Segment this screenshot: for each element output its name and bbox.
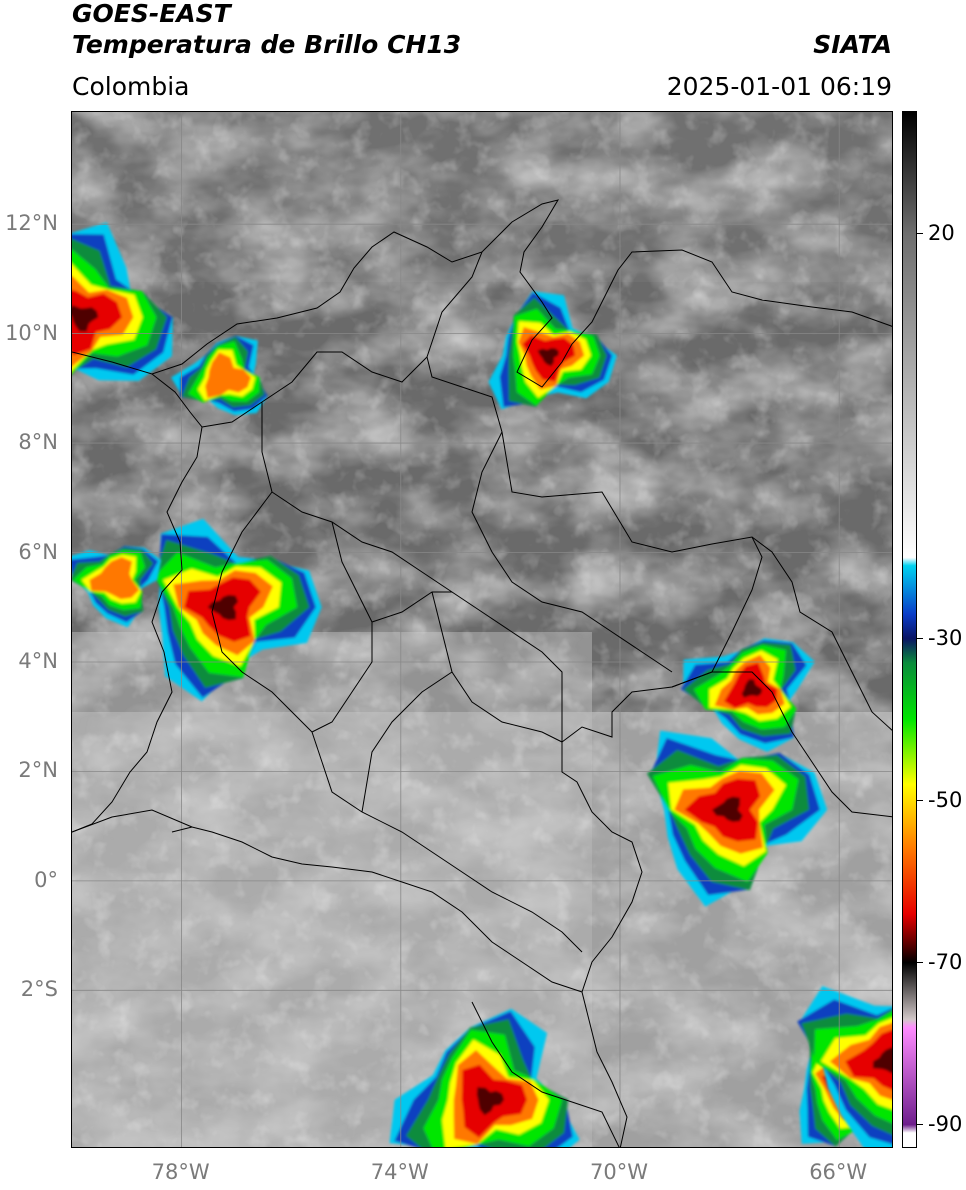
lat-label: 0°: [34, 867, 58, 892]
border-brazil-peru-south: [471, 1001, 620, 1147]
storm-cell-uraba-choco: [154, 518, 322, 702]
border-colombia-peru: [171, 826, 583, 993]
lon-label: 70°W: [590, 1160, 648, 1184]
admin-departments: [201, 351, 673, 953]
storm-ring: [845, 1029, 892, 1090]
lon-label: 66°W: [809, 1160, 868, 1184]
storm-ring: [207, 595, 239, 621]
map-canvas: [72, 112, 892, 1147]
border-brazil-venezuela: [671, 671, 892, 818]
lat-label: 2°N: [18, 758, 58, 783]
country-borders: [72, 199, 892, 1147]
colorbar: [902, 111, 917, 1148]
title-line-1: GOES-EAST: [72, 0, 231, 28]
lon-label: 78°W: [151, 1160, 210, 1184]
storm-cell-caribbean-west: [72, 222, 173, 381]
lat-label: 8°N: [18, 430, 58, 455]
storm-cell-pacific-west: [72, 546, 162, 628]
storm-cells: [72, 222, 892, 1147]
border-venezuela-guyana: [751, 536, 892, 731]
lat-label: 2°S: [20, 977, 58, 1002]
border-peru-brazil: [581, 991, 628, 1147]
storm-ring: [872, 1047, 892, 1074]
storm-ring: [712, 796, 743, 822]
colorbar-tick: [917, 799, 923, 801]
storm-ring: [537, 348, 559, 367]
storm-cell-far-southeast: [797, 986, 892, 1147]
colorbar-tick-label: -90: [928, 1111, 963, 1136]
colorbar-tick-label: 20: [928, 220, 955, 245]
brand-label: SIATA: [813, 30, 892, 59]
colorbar-tick: [917, 961, 923, 963]
colorbar-tick-label: -30: [928, 625, 963, 650]
border-colombia-venezuela: [426, 251, 763, 743]
timestamp-label: 2025-01-01 06:19: [666, 72, 892, 101]
storm-cell-roraima: [680, 638, 815, 752]
border-colombia-brazil: [561, 742, 643, 993]
storm-cell-cordoba: [171, 335, 268, 416]
lat-label: 6°N: [18, 539, 58, 564]
storm-ring: [89, 557, 140, 600]
storm-ring: [741, 679, 763, 698]
coastline-caribbean: [72, 199, 892, 388]
storm-cell-putumayo-south: [389, 1008, 580, 1147]
title-line-2: Temperatura de Brillo CH13: [72, 30, 462, 59]
colorbar-tick: [917, 232, 923, 234]
storm-ring: [476, 1087, 505, 1116]
colorbar-tick-label: -70: [928, 949, 963, 974]
colorbar-tick: [917, 1123, 923, 1125]
lat-label: 10°N: [5, 320, 58, 345]
colorbar-tick: [917, 637, 923, 639]
storm-cell-amazonas-east: [647, 730, 828, 907]
satellite-map[interactable]: [71, 111, 893, 1148]
lon-label: 74°W: [370, 1160, 429, 1184]
lat-label: 12°N: [5, 211, 58, 236]
graticule: [72, 112, 892, 1147]
lat-label: 4°N: [18, 648, 58, 673]
border-ecuador: [72, 809, 193, 833]
region-label: Colombia: [72, 72, 190, 101]
storm-ring: [72, 289, 123, 356]
colorbar-tick-label: -50: [928, 787, 963, 812]
storm-ring: [205, 352, 251, 398]
storm-ring: [72, 305, 99, 332]
